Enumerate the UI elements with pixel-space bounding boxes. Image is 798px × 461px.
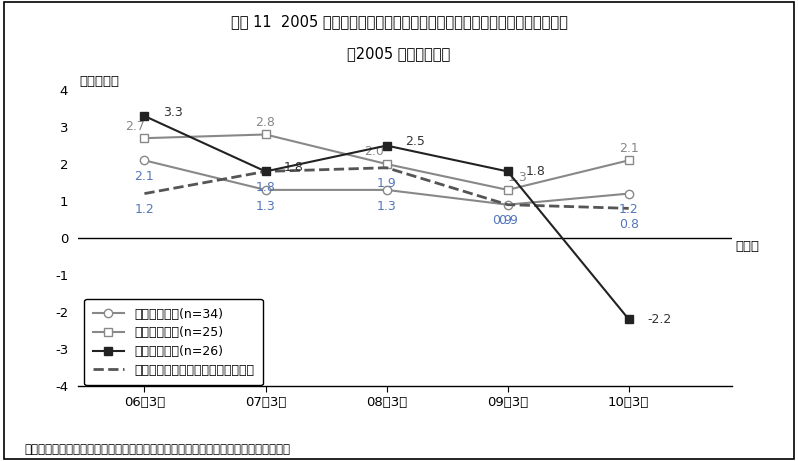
Text: 0.9: 0.9: [492, 214, 512, 227]
Text: 2.8: 2.8: [255, 116, 275, 129]
Text: 0.8: 0.8: [618, 218, 638, 231]
Text: ［2005 年企業調査］: ［2005 年企業調査］: [347, 46, 451, 61]
Text: 2.1: 2.1: [135, 170, 154, 183]
Text: 図表 11  2005 年の両立支援の実施状況別にみた従業員１人あたりの経常利益: 図表 11 2005 年の両立支援の実施状況別にみた従業員１人あたりの経常利益: [231, 14, 567, 29]
Text: 1.8: 1.8: [283, 161, 303, 174]
Text: （百万円）: （百万円）: [79, 75, 119, 89]
Text: 1.8: 1.8: [255, 181, 275, 194]
Text: 1.3: 1.3: [377, 200, 397, 213]
Text: -2.2: -2.2: [647, 313, 671, 326]
Text: 注：全規模・全産業（除く金融保険業）の数値は財務省「法人企業統計年報」より。: 注：全規模・全産業（除く金融保険業）の数値は財務省「法人企業統計年報」より。: [24, 443, 290, 456]
Text: 1.2: 1.2: [135, 203, 154, 216]
Text: （期）: （期）: [735, 240, 759, 253]
Text: 1.9: 1.9: [377, 177, 397, 190]
Text: 2.5: 2.5: [405, 136, 425, 148]
Text: 2.1: 2.1: [618, 142, 638, 155]
Text: 1.2: 1.2: [618, 203, 638, 216]
Text: 1.3: 1.3: [255, 200, 275, 213]
Text: 2.0: 2.0: [365, 146, 385, 159]
Text: 3.3: 3.3: [163, 106, 183, 119]
Legend: 両立支援度低(n=34), 両立支援度中(n=25), 両立支援度高(n=26), 全規模・全産業（除く金融保険業）: 両立支援度低(n=34), 両立支援度中(n=25), 両立支援度高(n=26)…: [84, 299, 263, 385]
Text: 1.3: 1.3: [508, 171, 527, 184]
Text: 1.8: 1.8: [526, 165, 546, 178]
Text: 2.7: 2.7: [124, 120, 144, 133]
Text: 0.9: 0.9: [498, 214, 518, 227]
